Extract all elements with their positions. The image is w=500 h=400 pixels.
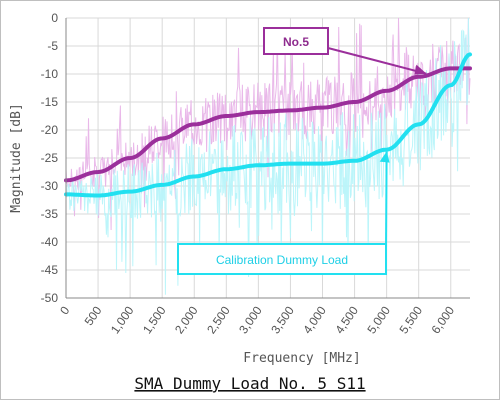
smoothed-traces [64, 52, 472, 198]
y-tick-label: -45 [41, 263, 59, 277]
y-tick-label: -50 [41, 291, 59, 305]
y-axis-label: Magnitude [dB] [9, 103, 24, 213]
x-tick-label: 0 [57, 303, 72, 317]
callout-calibration-label: Calibration Dummy Load [216, 253, 348, 267]
raw-trace-calibration [65, 17, 471, 295]
y-tick-label: 0 [51, 11, 58, 25]
x-axis-label: Frequency [MHz] [243, 351, 360, 366]
y-tick-label: -40 [41, 235, 59, 249]
x-tick-label: 2,500 [204, 303, 233, 336]
x-tick-label: 3,500 [268, 303, 297, 336]
x-tick-label: 4,000 [300, 303, 329, 336]
y-tick-label: -30 [41, 179, 59, 193]
y-tick-label: -25 [41, 151, 59, 165]
x-tick-label: 2,000 [172, 303, 201, 336]
axes [65, 18, 470, 299]
callout-no5-label: No.5 [283, 35, 309, 49]
series-line-calibration [64, 52, 472, 198]
callout-no5-box [263, 27, 329, 55]
series-line-no5 [64, 66, 472, 183]
chart-title: SMA Dummy Load No. 5 S11 [134, 374, 365, 393]
x-tick-label: 3,000 [236, 303, 265, 336]
callout-calibration-arrow [385, 151, 388, 251]
callout-calibration-arrowhead [379, 151, 390, 163]
y-tick-label: -35 [41, 207, 59, 221]
x-tick-label: 1,000 [108, 303, 137, 336]
x-tick-label: 1,500 [140, 303, 169, 336]
y-tick-labels: 0 -5 -10 -15 -20 -25 -30 -35 -40 -45 -50 [41, 11, 59, 305]
x-tick-label: 6,000 [429, 303, 458, 336]
y-tick-label: -10 [41, 67, 59, 81]
x-tick-label: 500 [82, 303, 105, 328]
callout-no5-arrowhead [414, 64, 427, 75]
x-tick-labels: 0 500 1,000 1,500 2,000 2,500 3,000 3,500 4,000 4… [57, 303, 457, 336]
x-tick-label: 5,500 [396, 303, 425, 336]
y-tick-label: -5 [47, 39, 58, 53]
callout-no5-arrow [327, 47, 427, 75]
annotations: No.5 Calibration Dummy Load [177, 27, 427, 275]
callout-calibration-box [177, 243, 387, 275]
y-tick-label: -20 [41, 123, 59, 137]
x-tick-label: 4,500 [332, 303, 361, 336]
y-tick-label: -15 [41, 95, 59, 109]
x-tick-label: 5,000 [364, 303, 393, 336]
